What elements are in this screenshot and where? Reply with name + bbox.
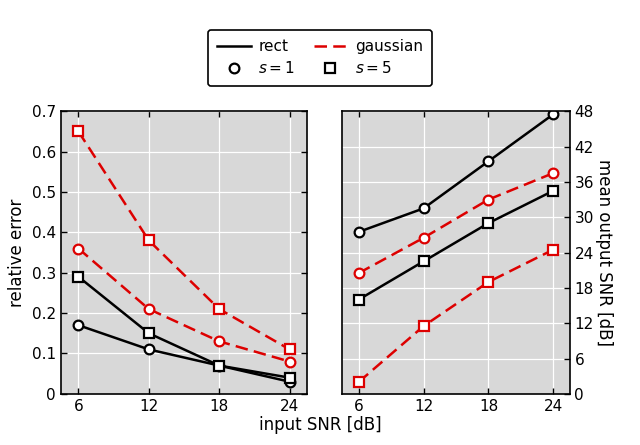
Legend: rect, $s = 1$, gaussian, $s = 5$: rect, $s = 1$, gaussian, $s = 5$: [208, 30, 432, 85]
Y-axis label: relative error: relative error: [8, 198, 26, 307]
Y-axis label: mean output SNR [dB]: mean output SNR [dB]: [595, 159, 613, 346]
Text: input SNR [dB]: input SNR [dB]: [259, 416, 381, 434]
